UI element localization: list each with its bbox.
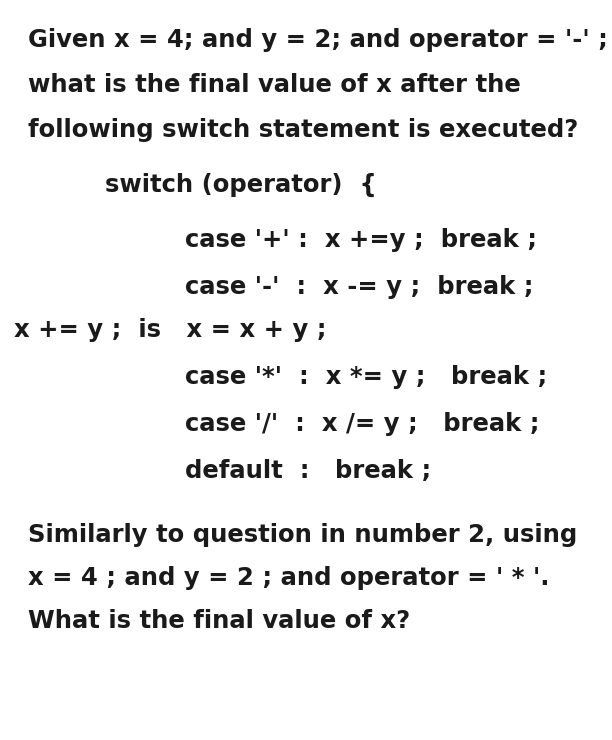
Text: case '+' :  x +=y ;  break ;: case '+' : x +=y ; break ;	[185, 228, 537, 252]
Text: Given x = 4; and y = 2; and operator = '-' ;: Given x = 4; and y = 2; and operator = '…	[28, 28, 608, 52]
Text: case '-'  :  x -= y ;  break ;: case '-' : x -= y ; break ;	[185, 275, 534, 299]
Text: case '/'  :  x /= y ;   break ;: case '/' : x /= y ; break ;	[185, 412, 540, 436]
Text: case '*'  :  x *= y ;   break ;: case '*' : x *= y ; break ;	[185, 365, 547, 389]
Text: following switch statement is executed?: following switch statement is executed?	[28, 118, 578, 142]
Text: Similarly to question in number 2, using: Similarly to question in number 2, using	[28, 523, 577, 547]
Text: what is the final value of x after the: what is the final value of x after the	[28, 73, 521, 97]
Text: x += y ;  is   x = x + y ;: x += y ; is x = x + y ;	[14, 318, 326, 342]
Text: switch (operator)  {: switch (operator) {	[105, 173, 377, 197]
Text: x = 4 ; and y = 2 ; and operator = ' * '.: x = 4 ; and y = 2 ; and operator = ' * '…	[28, 566, 550, 590]
Text: What is the final value of x?: What is the final value of x?	[28, 609, 410, 633]
Text: default  :   break ;: default : break ;	[185, 459, 431, 483]
